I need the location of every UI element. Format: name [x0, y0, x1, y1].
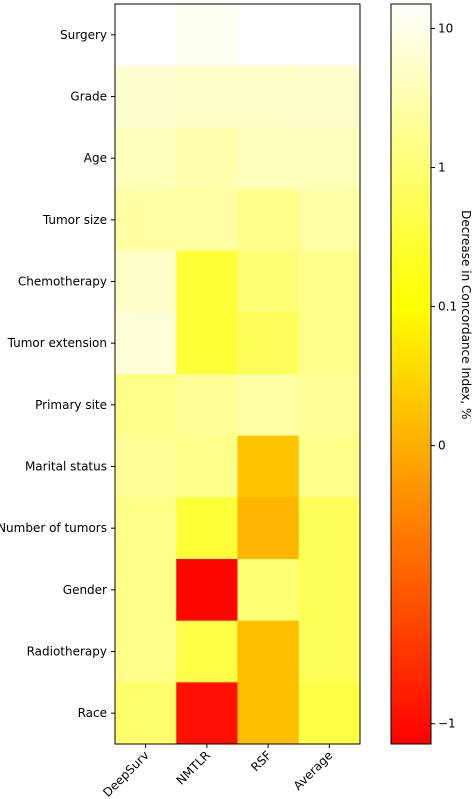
colorbar: 10 1 0.1 0 −1 [390, 3, 457, 745]
column-labels: DeepSurv NMTLR RSF Average [100, 744, 335, 799]
heatmap-cell [176, 312, 238, 375]
heatmap-cell [298, 250, 361, 313]
heatmap-cell [176, 497, 238, 560]
heatmap-cell [237, 4, 300, 67]
heatmap-cell [298, 4, 361, 67]
row-label: Race [78, 706, 107, 720]
heatmap-cell [298, 559, 361, 622]
heatmap-cells [115, 4, 361, 745]
heatmap-cell [176, 435, 238, 498]
heatmap-cell [298, 127, 361, 190]
heatmap-cell [237, 559, 300, 622]
row-label: Grade [70, 90, 107, 104]
plot-frame [114, 3, 361, 745]
heatmap-cell [298, 65, 361, 128]
heatmap-cell [237, 127, 300, 190]
heatmap-cell [237, 620, 300, 683]
heatmap-cell [115, 189, 177, 252]
heatmap-cell [176, 682, 238, 745]
heatmap-cell [115, 620, 177, 683]
heatmap-cell [237, 682, 300, 745]
heatmap-cell [115, 127, 177, 190]
row-label: Primary site [35, 398, 107, 412]
heatmap-cell [298, 682, 361, 745]
heatmap-cell [176, 189, 238, 252]
colorbar-tick-label: 1 [438, 161, 446, 175]
heatmap-cell [176, 127, 238, 190]
heatmap-cell [115, 682, 177, 745]
row-label: Surgery [60, 28, 107, 42]
row-label: Radiotherapy [27, 645, 107, 659]
heatmap-cell [115, 435, 177, 498]
heatmap-cell [115, 250, 177, 313]
column-label: RSF [248, 748, 274, 774]
heatmap-cell [237, 189, 300, 252]
heatmap-cell [298, 620, 361, 683]
heatmap-cell [237, 374, 300, 437]
heatmap-cell [298, 374, 361, 437]
heatmap-cell [237, 312, 300, 375]
row-label: Tumor size [42, 213, 107, 227]
column-label: NMTLR [174, 748, 213, 787]
colorbar-lower-gradient [391, 306, 431, 744]
column-label: DeepSurv [100, 748, 152, 799]
heatmap-cell [176, 4, 238, 67]
row-label: Gender [63, 583, 107, 597]
row-label: Number of tumors [0, 521, 107, 535]
row-label: Age [84, 151, 107, 165]
colorbar-tick-label: 10 [438, 21, 453, 35]
heatmap-cell [176, 620, 238, 683]
row-labels: Surgery Grade Age Tumor size Chemotherapy Tum… [0, 28, 115, 720]
heatmap-cell [115, 374, 177, 437]
colorbar-tick-label: −1 [438, 717, 456, 731]
colorbar-label: Decrease in Concordance Index, % [459, 210, 473, 419]
colorbar-tick-label: 0 [438, 439, 446, 453]
heatmap-cell [115, 4, 177, 67]
heatmap-cell [298, 435, 361, 498]
row-label: Tumor extension [7, 336, 107, 350]
heatmap-cell [115, 312, 177, 375]
row-label: Marital status [25, 460, 107, 474]
column-label: Average [291, 748, 336, 793]
heatmap-cell [176, 250, 238, 313]
row-label: Chemotherapy [18, 275, 107, 289]
colorbar-tick-label: 0.1 [438, 300, 457, 314]
heatmap-cell [176, 65, 238, 128]
heatmap-cell [237, 65, 300, 128]
heatmap-cell [237, 435, 300, 498]
heatmap-cell [237, 497, 300, 560]
heatmap-cell [176, 374, 238, 437]
colorbar-upper-gradient [391, 4, 431, 307]
heatmap-cell [298, 497, 361, 560]
heatmap-cell [298, 312, 361, 375]
heatmap-cell [115, 559, 177, 622]
heatmap-cell [115, 65, 177, 128]
heatmap-cell [298, 189, 361, 252]
heatmap-cell [115, 497, 177, 560]
heatmap-cell [237, 250, 300, 313]
colorbar-frame [390, 3, 432, 745]
heatmap-cell [176, 559, 238, 622]
